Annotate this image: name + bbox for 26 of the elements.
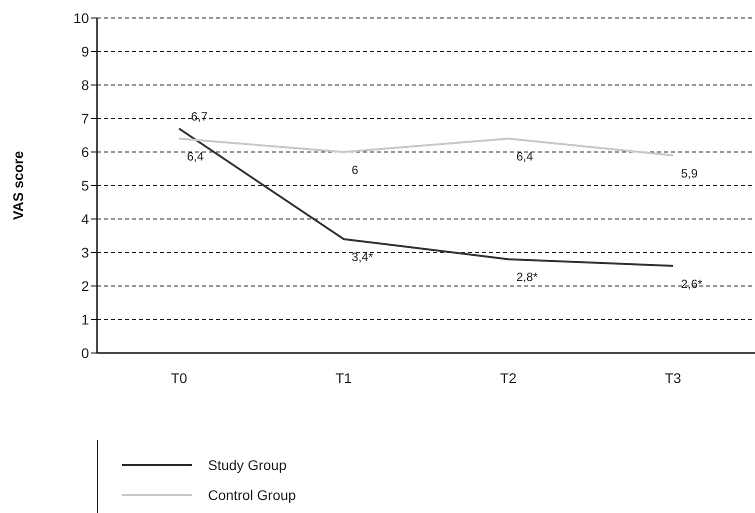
data-label: 6 bbox=[352, 163, 359, 177]
data-label: 5,9 bbox=[681, 166, 698, 180]
legend-label: Study Group bbox=[208, 457, 287, 473]
data-label: 6,7 bbox=[191, 110, 208, 124]
data-label: 2,6* bbox=[681, 276, 703, 291]
y-axis-title: VAS score bbox=[10, 150, 26, 220]
y-tick-label: 4 bbox=[81, 210, 90, 227]
y-tick-label: 8 bbox=[81, 76, 90, 93]
x-tick-label: T2 bbox=[500, 370, 517, 386]
data-label: 2,8* bbox=[516, 270, 538, 284]
data-label: 3,4* bbox=[352, 250, 374, 264]
data-label: 6,4 bbox=[187, 150, 204, 164]
y-tick-label: 0 bbox=[81, 344, 90, 361]
y-tick-label: 2 bbox=[81, 278, 90, 294]
y-tick-label: 5 bbox=[81, 177, 90, 194]
legend-label: Control Group bbox=[208, 487, 296, 503]
x-tick-label: T0 bbox=[170, 370, 188, 386]
y-tick-label: 7 bbox=[81, 110, 90, 126]
y-tick-label: 6 bbox=[81, 144, 90, 160]
data-label: 6,4 bbox=[516, 150, 534, 164]
x-tick-label: T1 bbox=[335, 370, 352, 386]
y-tick-label: 3 bbox=[81, 244, 90, 260]
y-tick-label: 10 bbox=[73, 10, 90, 26]
y-tick-label: 1 bbox=[81, 311, 90, 328]
y-tick-label: 9 bbox=[81, 43, 90, 60]
x-tick-label: T3 bbox=[664, 370, 682, 386]
